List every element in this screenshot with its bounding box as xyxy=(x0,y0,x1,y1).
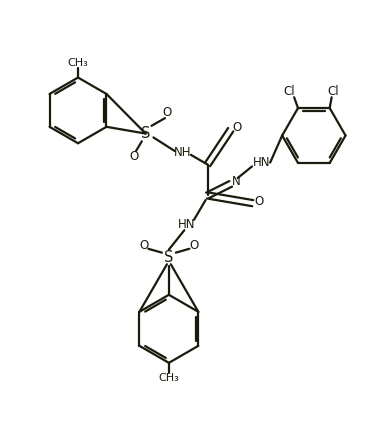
Text: CH₃: CH₃ xyxy=(158,373,179,383)
Text: Cl: Cl xyxy=(284,85,295,98)
Text: O: O xyxy=(189,239,199,252)
Text: HN: HN xyxy=(253,156,270,169)
Text: O: O xyxy=(254,195,263,208)
Text: O: O xyxy=(139,239,148,252)
Text: HN: HN xyxy=(178,218,195,231)
Text: Cl: Cl xyxy=(328,85,340,98)
Text: S: S xyxy=(141,126,151,141)
Text: O: O xyxy=(162,106,171,119)
Text: N: N xyxy=(232,175,241,188)
Text: S: S xyxy=(164,250,173,265)
Text: O: O xyxy=(233,121,242,134)
Text: NH: NH xyxy=(174,146,191,159)
Text: CH₃: CH₃ xyxy=(68,58,88,68)
Text: O: O xyxy=(130,150,139,163)
